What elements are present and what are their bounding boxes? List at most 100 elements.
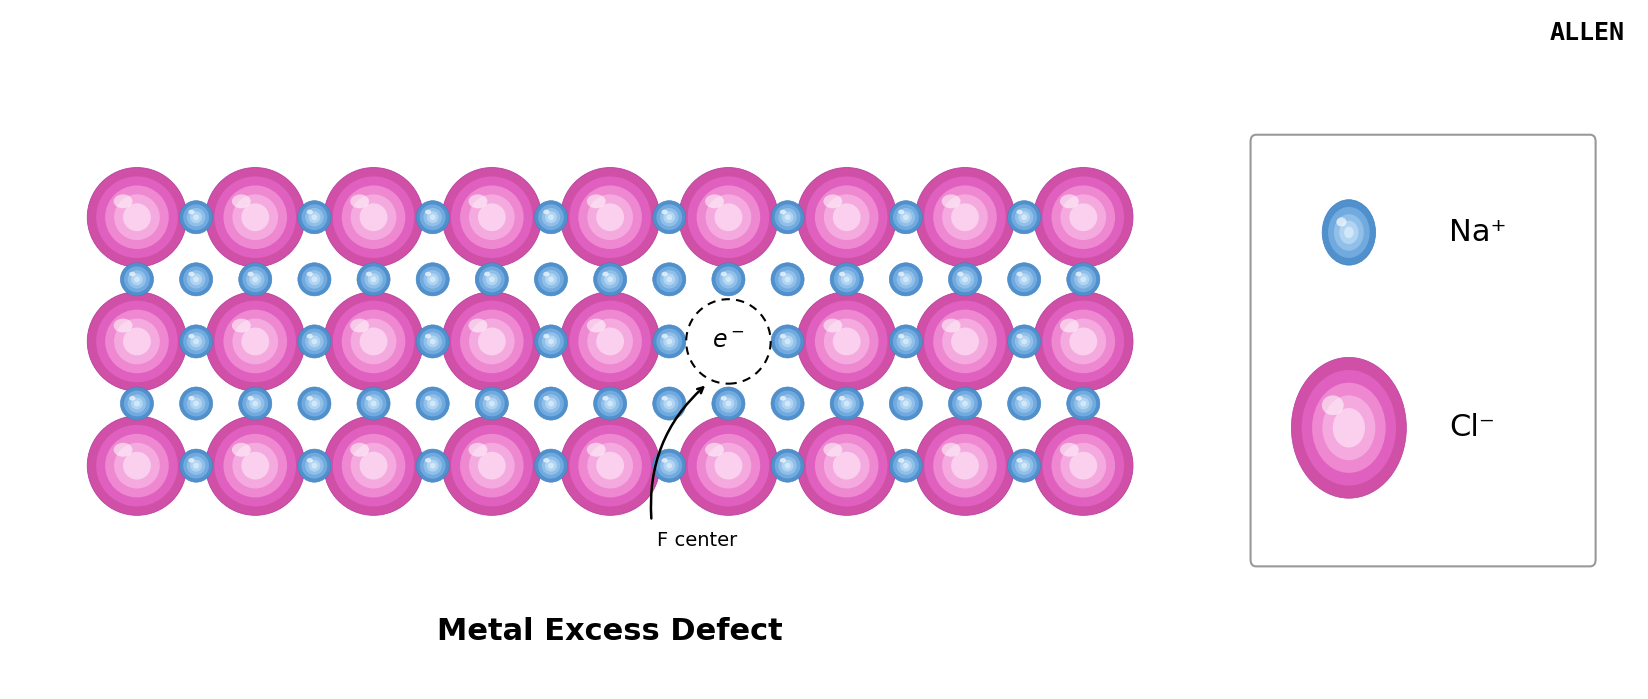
Ellipse shape: [305, 456, 323, 475]
Ellipse shape: [307, 272, 313, 276]
Ellipse shape: [232, 442, 279, 489]
Ellipse shape: [188, 272, 194, 276]
Ellipse shape: [129, 272, 135, 276]
Ellipse shape: [430, 276, 435, 282]
Ellipse shape: [96, 176, 178, 258]
Ellipse shape: [560, 291, 659, 391]
Ellipse shape: [308, 211, 320, 223]
Ellipse shape: [545, 460, 557, 472]
Ellipse shape: [1010, 453, 1037, 479]
Ellipse shape: [712, 387, 745, 420]
Ellipse shape: [311, 276, 316, 282]
Ellipse shape: [246, 394, 264, 413]
Ellipse shape: [305, 208, 323, 226]
Ellipse shape: [368, 273, 379, 285]
Ellipse shape: [124, 266, 150, 292]
Ellipse shape: [87, 291, 186, 391]
Ellipse shape: [951, 328, 979, 355]
Ellipse shape: [1017, 336, 1030, 347]
Text: F center: F center: [658, 531, 737, 549]
Ellipse shape: [1322, 200, 1374, 265]
Ellipse shape: [659, 394, 677, 413]
Ellipse shape: [900, 398, 911, 410]
Ellipse shape: [232, 194, 250, 208]
Ellipse shape: [602, 396, 608, 401]
Ellipse shape: [133, 276, 140, 282]
Ellipse shape: [190, 398, 203, 410]
Ellipse shape: [844, 401, 849, 407]
Ellipse shape: [333, 301, 414, 382]
Ellipse shape: [659, 456, 677, 475]
Ellipse shape: [193, 338, 199, 345]
Ellipse shape: [1343, 226, 1353, 238]
Ellipse shape: [714, 452, 742, 480]
Ellipse shape: [569, 301, 651, 382]
Ellipse shape: [311, 401, 316, 407]
Ellipse shape: [415, 387, 448, 420]
Ellipse shape: [96, 301, 178, 382]
Ellipse shape: [193, 215, 199, 220]
Ellipse shape: [897, 394, 915, 413]
Ellipse shape: [775, 391, 799, 417]
Ellipse shape: [898, 272, 903, 276]
Ellipse shape: [1070, 391, 1096, 417]
Ellipse shape: [366, 272, 372, 276]
Ellipse shape: [190, 336, 203, 347]
Ellipse shape: [903, 401, 908, 407]
Ellipse shape: [224, 310, 287, 373]
Ellipse shape: [569, 176, 651, 258]
FancyBboxPatch shape: [1249, 135, 1595, 566]
Ellipse shape: [302, 204, 326, 230]
Ellipse shape: [1073, 394, 1093, 413]
Ellipse shape: [775, 204, 799, 230]
Ellipse shape: [351, 319, 396, 364]
Ellipse shape: [206, 168, 305, 267]
Ellipse shape: [1076, 273, 1089, 285]
Ellipse shape: [356, 387, 391, 420]
Ellipse shape: [478, 328, 506, 355]
Ellipse shape: [190, 273, 203, 285]
Ellipse shape: [840, 273, 852, 285]
Ellipse shape: [666, 401, 672, 407]
Ellipse shape: [1322, 396, 1374, 460]
Ellipse shape: [305, 332, 323, 351]
Ellipse shape: [578, 310, 641, 373]
Ellipse shape: [298, 263, 331, 296]
Ellipse shape: [542, 210, 549, 215]
Ellipse shape: [1079, 276, 1086, 282]
Ellipse shape: [1051, 310, 1114, 373]
Ellipse shape: [1015, 272, 1022, 276]
Ellipse shape: [341, 310, 405, 373]
Ellipse shape: [302, 329, 326, 354]
Ellipse shape: [351, 442, 396, 489]
Ellipse shape: [468, 194, 488, 208]
Ellipse shape: [722, 398, 733, 410]
Ellipse shape: [114, 319, 132, 333]
Ellipse shape: [840, 398, 852, 410]
Ellipse shape: [427, 273, 438, 285]
Ellipse shape: [180, 449, 213, 482]
Ellipse shape: [1060, 194, 1078, 208]
Ellipse shape: [784, 276, 789, 282]
Ellipse shape: [183, 329, 209, 354]
Ellipse shape: [307, 396, 313, 401]
Ellipse shape: [427, 398, 438, 410]
Ellipse shape: [1015, 334, 1022, 338]
Ellipse shape: [666, 276, 672, 282]
Ellipse shape: [371, 276, 376, 282]
Ellipse shape: [1015, 458, 1022, 463]
Ellipse shape: [587, 194, 633, 240]
Ellipse shape: [308, 460, 320, 472]
Ellipse shape: [806, 301, 887, 382]
Ellipse shape: [897, 456, 915, 475]
Ellipse shape: [661, 458, 667, 463]
Ellipse shape: [888, 325, 921, 358]
Ellipse shape: [542, 272, 549, 276]
Ellipse shape: [898, 458, 903, 463]
Ellipse shape: [1042, 301, 1124, 382]
Ellipse shape: [478, 391, 504, 417]
Ellipse shape: [486, 398, 498, 410]
Ellipse shape: [1060, 442, 1106, 489]
Ellipse shape: [653, 449, 686, 482]
Text: Cl⁻: Cl⁻: [1449, 413, 1495, 442]
